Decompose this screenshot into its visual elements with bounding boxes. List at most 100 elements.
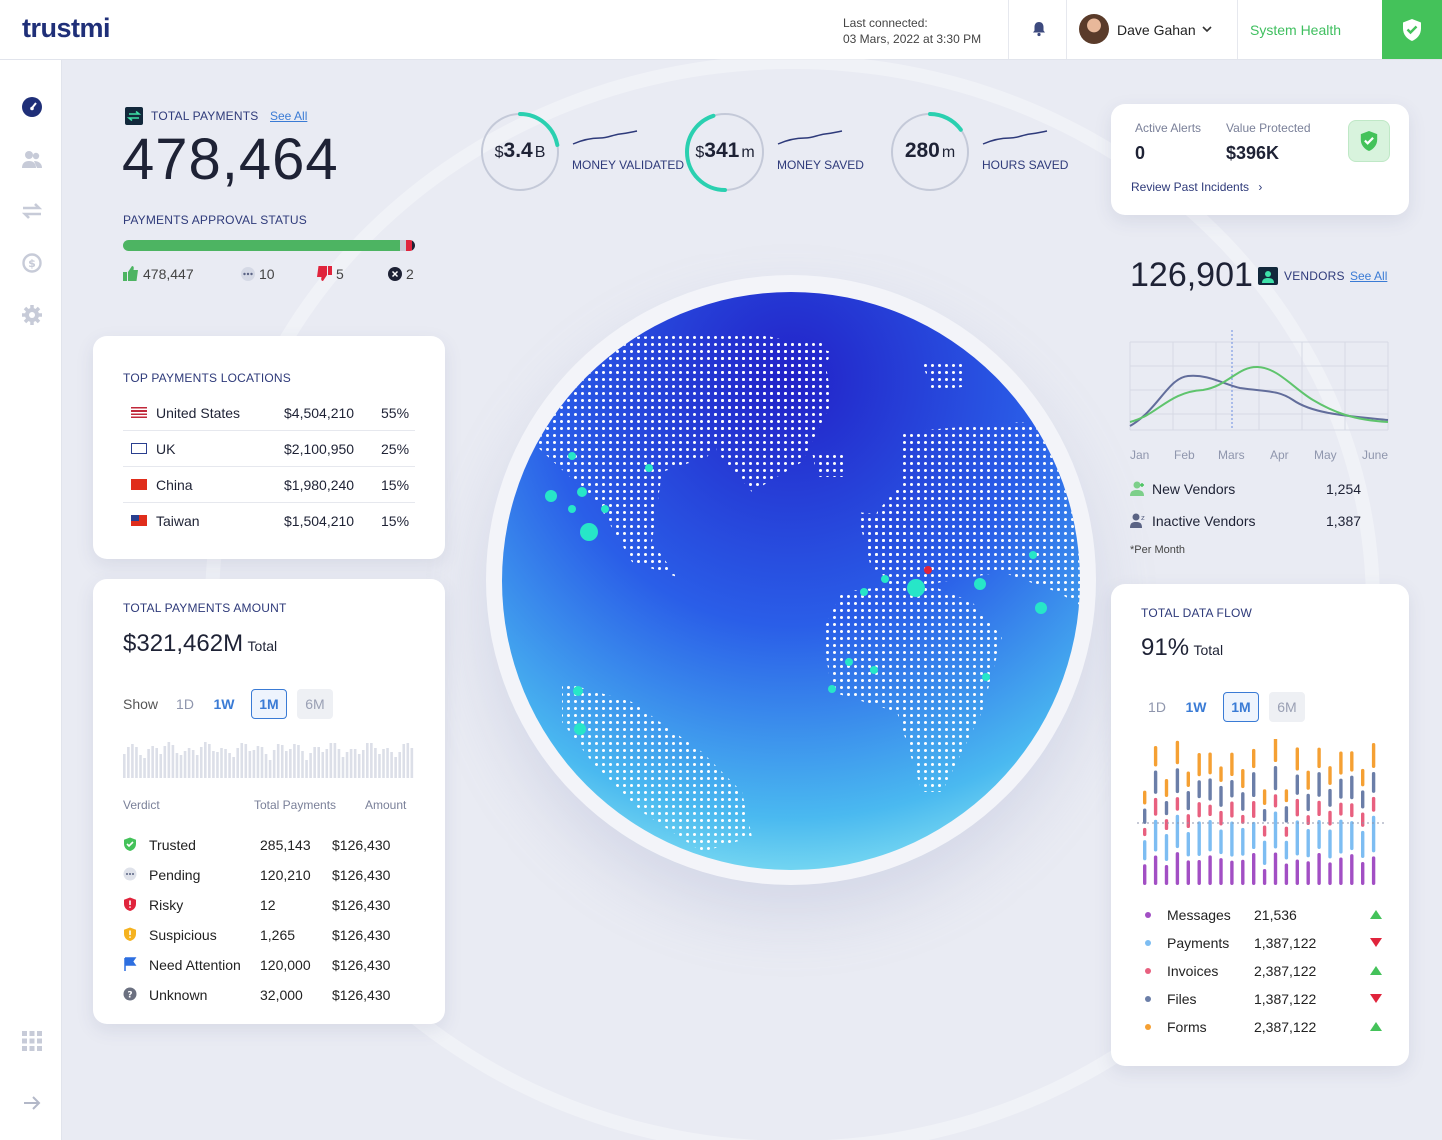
data-flow-label: Payments	[1167, 935, 1230, 951]
system-health-button[interactable]	[1382, 0, 1442, 59]
spark-bar	[370, 743, 373, 778]
location-row[interactable]: UK $2,100,950 25%	[123, 431, 415, 467]
suspicious-shield-icon	[124, 927, 136, 941]
flow-bar-segment	[1317, 800, 1321, 817]
spark-bar	[357, 754, 361, 778]
expand-arrow-icon[interactable]	[21, 1092, 43, 1114]
verdict-row[interactable]: ? Unknown 32,000 $126,430	[123, 983, 423, 1007]
vendors-value: 126,901	[1130, 256, 1253, 294]
kpi-value: $3.4 B	[479, 139, 561, 163]
data-flow-row[interactable]: Forms 2,387,122	[1141, 1016, 1382, 1038]
transfer-icon[interactable]	[21, 200, 43, 222]
tab-6m[interactable]: 6M	[297, 689, 333, 719]
spark-bar	[191, 750, 195, 778]
col-total-payments: Total Payments	[254, 798, 337, 812]
review-incidents-label: Review Past Incidents	[1131, 180, 1250, 194]
spark-bar	[309, 753, 312, 778]
data-flow-row[interactable]: Invoices 2,387,122	[1141, 960, 1382, 982]
settings-icon[interactable]	[21, 304, 43, 326]
kpi-number: 3.4	[503, 139, 533, 162]
data-flow-row[interactable]: Files 1,387,122	[1141, 988, 1382, 1010]
spark-bar	[208, 744, 211, 778]
users-icon[interactable]	[21, 148, 43, 170]
total-payments-see-all-link[interactable]: See All	[270, 109, 308, 123]
tab-1w[interactable]: 1W	[1185, 699, 1207, 715]
flow-bar-segment	[1350, 821, 1354, 851]
spark-bar	[293, 744, 296, 778]
legend-dot	[1145, 968, 1151, 974]
data-flow-row[interactable]: Payments 1,387,122	[1141, 932, 1382, 954]
bell-icon[interactable]	[1030, 20, 1048, 38]
flow-bar-segment	[1371, 772, 1376, 793]
spark-bar	[410, 748, 414, 778]
verdict-row[interactable]: Risky 12 $126,430	[123, 893, 423, 917]
location-row[interactable]: Taiwan $1,504,210 15%	[123, 503, 415, 539]
show-label: Show	[123, 696, 159, 712]
location-row[interactable]: China $1,980,240 15%	[123, 467, 415, 503]
spark-bar	[280, 745, 284, 778]
flow-bar-segment	[1284, 863, 1289, 885]
flow-bar-segment	[1241, 814, 1245, 824]
kpi-ring	[890, 112, 970, 192]
location-row[interactable]: United States $4,504,210 55%	[123, 395, 415, 431]
spark-bar	[289, 749, 292, 778]
spark-bar	[390, 752, 393, 778]
trustmi-logo[interactable]: trustmi	[22, 13, 111, 43]
kpi-sparkline-path	[777, 130, 843, 145]
flow-bar-segment	[1186, 790, 1190, 811]
tab-1m[interactable]: 1M	[251, 689, 287, 719]
flow-bar-segment	[1143, 840, 1147, 861]
verdict-row[interactable]: Pending 120,210 $126,430	[123, 863, 423, 887]
flow-bar-segment	[1339, 802, 1343, 816]
china-flag	[131, 479, 147, 490]
kpi-prefix: $	[494, 144, 504, 161]
tab-1w[interactable]: 1W	[213, 696, 235, 712]
system-health-label[interactable]: System Health	[1250, 22, 1342, 38]
risky-shield-icon	[124, 897, 136, 911]
apps-grid-icon[interactable]	[21, 1030, 43, 1052]
flow-bar-segment	[1175, 814, 1180, 849]
flow-bar-segment	[1328, 788, 1332, 807]
last-connected-value: 03 Mars, 2022 at 3:30 PM	[843, 32, 982, 46]
spark-bar	[382, 749, 385, 778]
flow-bar-segment	[1219, 785, 1223, 807]
flow-bar-segment	[1262, 840, 1267, 865]
avatar[interactable]	[1079, 14, 1109, 44]
data-flow-value: 2,387,122	[1254, 963, 1317, 979]
legend-dot	[1145, 912, 1151, 918]
flow-bar-segment	[1339, 819, 1343, 854]
review-incidents-link[interactable]: Review Past Incidents ›	[1131, 180, 1262, 194]
flow-bar-segment	[1197, 780, 1201, 799]
dashboard-icon[interactable]	[21, 96, 43, 118]
currency-exchange-icon[interactable]: $	[21, 252, 43, 274]
tab-6m[interactable]: 6M	[1269, 692, 1305, 722]
verdict-row[interactable]: Need Attention 120,000 $126,430	[123, 953, 423, 977]
chevron-down-icon[interactable]	[1202, 25, 1212, 33]
user-name[interactable]: Dave Gahan	[1117, 22, 1196, 38]
flow-bar-segment	[1262, 789, 1267, 806]
spark-bar	[244, 744, 248, 778]
flow-bar-segment	[1361, 812, 1365, 827]
trend-up-icon	[1370, 1022, 1382, 1031]
tab-1d[interactable]: 1D	[1148, 699, 1166, 715]
us-flag	[131, 407, 147, 418]
inactive-vendor-icon: z	[1130, 513, 1145, 528]
verdict-label: Suspicious	[149, 927, 217, 943]
spark-bar	[240, 743, 244, 778]
kpi-ring-progress	[480, 112, 560, 192]
spark-bar	[236, 748, 239, 778]
spark-bar	[325, 749, 329, 778]
flow-bar-segment	[1143, 808, 1147, 824]
spark-bar	[264, 754, 268, 778]
kpi-ring	[685, 112, 765, 192]
tab-1d[interactable]: 1D	[176, 696, 194, 712]
flow-bar-segment	[1284, 840, 1289, 860]
verdict-row[interactable]: Trusted 285,143 $126,430	[123, 833, 423, 857]
vendors-see-all-link[interactable]: See All	[1350, 269, 1388, 283]
verdict-row[interactable]: Suspicious 1,265 $126,430	[123, 923, 423, 947]
flow-bar-segment	[1164, 800, 1169, 816]
flow-bar-segment	[1273, 811, 1278, 849]
kpi-label: HOURS SAVED	[982, 158, 1069, 172]
data-flow-row[interactable]: Messages 21,536	[1141, 904, 1382, 926]
tab-1m[interactable]: 1M	[1223, 692, 1259, 722]
